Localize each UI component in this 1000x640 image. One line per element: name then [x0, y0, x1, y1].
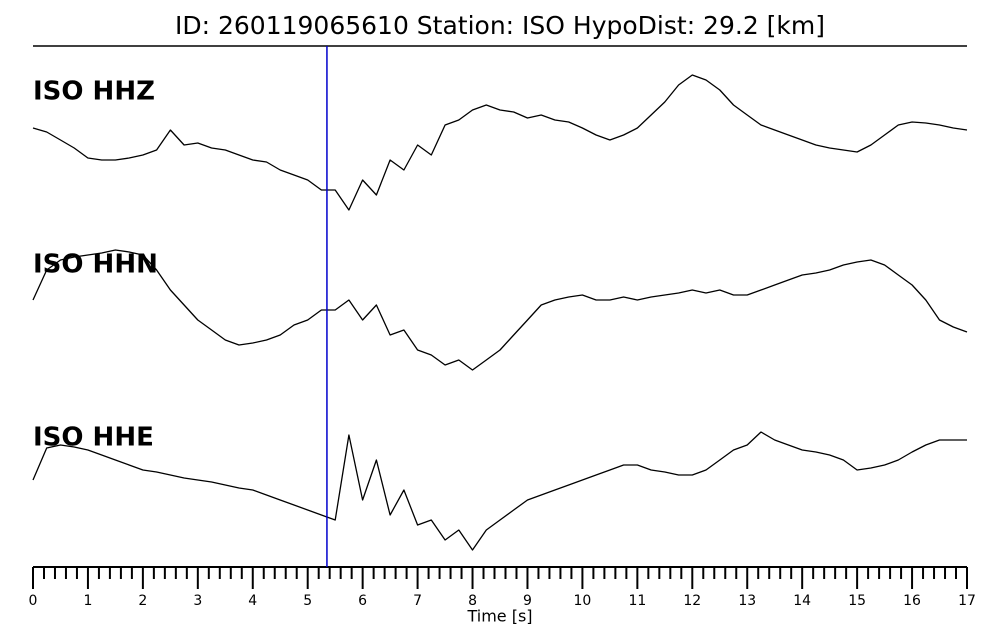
chart-title: ID: 260119065610 Station: ISO HypoDist: …	[175, 11, 825, 40]
waveform	[32, 74, 968, 211]
x-tick-label: 10	[573, 593, 591, 609]
x-tick-label: 9	[523, 593, 532, 609]
x-tick-label: 8	[468, 593, 477, 609]
trace-label: ISO HHN	[33, 250, 158, 280]
x-tick-label: 11	[628, 593, 646, 609]
x-tick-label: 12	[683, 593, 701, 609]
x-tick-label: 3	[193, 593, 202, 609]
x-tick-label: 17	[958, 593, 976, 609]
x-tick-label: 16	[903, 593, 921, 609]
x-tick-label: 13	[738, 593, 756, 609]
x-tick-label: 14	[793, 593, 811, 609]
waveform	[32, 249, 968, 371]
waveform	[32, 431, 967, 551]
trace-label: ISO HHE	[33, 423, 154, 453]
x-axis-label: Time [s]	[466, 607, 532, 626]
x-tick-label: 1	[83, 593, 92, 609]
x-tick-label: 5	[303, 593, 312, 609]
x-tick-label: 4	[248, 593, 257, 609]
x-tick-label: 7	[413, 593, 422, 609]
trace-label: ISO HHZ	[33, 77, 155, 107]
x-tick-label: 6	[358, 593, 367, 609]
x-tick-label: 2	[138, 593, 147, 609]
x-tick-label: 15	[848, 593, 866, 609]
x-tick-label: 0	[29, 593, 38, 609]
